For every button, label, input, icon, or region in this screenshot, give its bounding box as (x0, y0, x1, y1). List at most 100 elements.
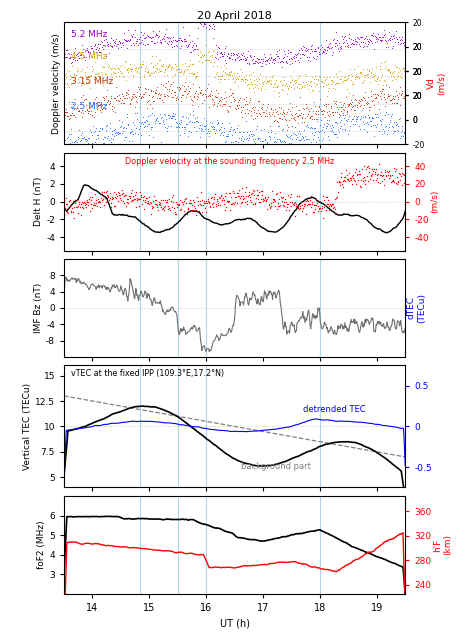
Point (196, 87, 204, 97)
Point (398, 163, 405, 173)
Point (242, 182, 249, 192)
Point (261, 135, 268, 145)
Point (243, 196, 251, 206)
Point (307, 201, 314, 211)
Point (285, 84, 292, 95)
Point (363, 98, 370, 109)
Point (60, 50, 68, 60)
Point (215, 200, 222, 210)
Point (270, 194, 277, 204)
Point (102, 69, 109, 79)
Point (289, 128, 297, 138)
Point (233, 100, 240, 110)
Point (376, 86, 384, 96)
Point (268, 79, 275, 89)
Point (60, 70, 68, 81)
Point (315, 135, 322, 145)
Point (302, 121, 310, 131)
Point (65, 67, 73, 77)
Point (378, 171, 386, 181)
Point (74, 106, 82, 116)
Point (122, 35, 129, 45)
Point (109, 193, 117, 203)
Point (232, 136, 240, 146)
Point (130, 70, 137, 81)
Point (130, 194, 138, 204)
Point (209, 124, 217, 135)
Point (303, 111, 310, 121)
Point (64, 208, 72, 218)
Point (124, 119, 132, 130)
Point (277, 192, 285, 202)
Point (306, 142, 314, 152)
Point (387, 177, 395, 187)
Point (341, 110, 349, 120)
Point (250, 105, 257, 115)
Point (263, 138, 271, 148)
Point (273, 203, 281, 213)
Point (369, 31, 376, 41)
Point (146, 70, 154, 80)
Point (269, 107, 276, 117)
Point (88, 100, 95, 110)
Point (252, 124, 260, 134)
Point (323, 199, 331, 209)
Point (114, 129, 122, 139)
Point (319, 133, 327, 144)
Point (293, 82, 301, 92)
Point (131, 91, 138, 101)
Point (384, 125, 392, 135)
Point (61, 110, 68, 120)
Point (331, 117, 339, 127)
Point (337, 117, 344, 127)
Point (246, 59, 253, 69)
Point (285, 190, 292, 200)
Point (134, 36, 141, 46)
Point (380, 57, 387, 67)
Point (292, 50, 300, 60)
Point (99, 123, 106, 133)
Point (159, 97, 166, 107)
Point (394, 91, 401, 102)
Point (182, 198, 190, 208)
Point (96, 69, 103, 79)
Point (387, 90, 394, 100)
Point (235, 191, 243, 201)
Point (89, 43, 96, 53)
Point (139, 58, 147, 69)
Point (96, 97, 103, 107)
Point (156, 198, 164, 208)
Point (339, 176, 347, 186)
Point (100, 187, 108, 197)
Point (345, 100, 353, 110)
Point (96, 47, 104, 57)
Point (74, 48, 82, 58)
Point (377, 119, 384, 130)
Point (272, 201, 279, 211)
Point (346, 98, 354, 108)
Point (111, 107, 118, 117)
Point (268, 109, 276, 119)
Point (311, 201, 319, 211)
Point (274, 121, 282, 131)
Point (363, 97, 371, 107)
Point (91, 137, 99, 147)
Point (60, 210, 68, 220)
Point (136, 82, 144, 92)
Point (175, 85, 182, 95)
Point (301, 125, 308, 135)
Point (393, 34, 401, 44)
Point (323, 115, 331, 125)
Point (136, 124, 143, 134)
Point (114, 39, 121, 49)
Point (123, 197, 130, 208)
Point (320, 47, 328, 57)
Point (220, 195, 228, 205)
Point (365, 110, 372, 120)
Point (139, 192, 146, 202)
Point (295, 191, 302, 201)
Point (91, 99, 98, 109)
Point (100, 77, 108, 88)
Point (167, 196, 174, 206)
Point (379, 170, 387, 180)
